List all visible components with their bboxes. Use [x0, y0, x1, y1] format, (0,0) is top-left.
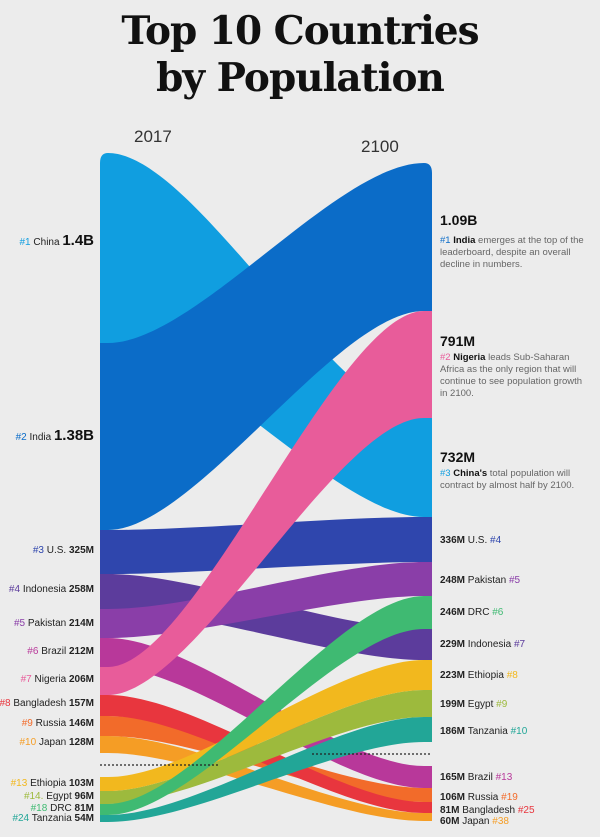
- annotation-country-3: China's: [453, 468, 488, 479]
- right-label-us: 336M U.S. #4: [440, 535, 502, 546]
- right-label-pakistan: 248M Pakistan #5: [440, 575, 520, 586]
- annotation-value-2: 791M: [440, 333, 476, 349]
- right-label-bangladesh: 81M Bangladesh #25: [440, 805, 535, 816]
- left-label-drc: #18 DRC 81M: [31, 803, 94, 814]
- left-label-pakistan: #5 Pakistan 214M: [14, 618, 94, 629]
- corner-mask: [424, 163, 432, 173]
- flow-ethiopia: [100, 660, 432, 791]
- flow-drc: [100, 596, 432, 815]
- annotation-rank-1: #1: [440, 235, 451, 246]
- annotation-body-1: emerges at the top of the leaderboard, d…: [440, 235, 584, 270]
- title-line-1: Top 10 Countries: [121, 8, 479, 54]
- annotation-body-2: leads Sub-Saharan Africa as the only reg…: [440, 352, 583, 399]
- flow-india: [100, 163, 432, 530]
- right-label-indonesia: 229M Indonesia #7: [440, 639, 526, 650]
- annotation-value-1: 1.09B: [440, 212, 478, 228]
- left-label-russia: #9 Russia 146M: [22, 718, 94, 729]
- right-label-tanzania: 186M Tanzania #10: [440, 726, 528, 737]
- left-label-ethiopia: #13 Ethiopia 103M: [11, 778, 94, 789]
- year-label-left: 2017: [134, 127, 172, 146]
- annotation-rank-2: #2: [440, 352, 451, 363]
- left-label-tanzania: #24 Tanzania 54M: [12, 813, 94, 824]
- chart-title: Top 10 Countries by Population: [0, 8, 600, 102]
- flow-nigeria: [100, 311, 432, 695]
- left-label-brazil: #6 Brazil 212M: [27, 646, 94, 657]
- annotation-text-1: #1 India emerges at the top of the leade…: [440, 235, 590, 271]
- annotation-text-2: #2 Nigeria leads Sub-Saharan Africa as t…: [440, 352, 590, 400]
- right-label-ethiopia: 223M Ethiopia #8: [440, 670, 518, 681]
- flow-tanzania: [100, 717, 432, 822]
- annotation-value-3: 732M: [440, 449, 476, 465]
- right-label-egypt: 199M Egypt #9: [440, 699, 508, 710]
- annotation-rank-3: #3: [440, 468, 451, 479]
- left-label-us: #3 U.S. 325M: [33, 545, 94, 556]
- year-label-right: 2100: [361, 137, 399, 156]
- annotation-body-3: total population will contract by almost…: [440, 468, 575, 491]
- annotation-text-3: #3 China's total population will contrac…: [440, 468, 590, 492]
- annotation-country-1: India: [453, 235, 476, 246]
- left-label-egypt: #14. Egypt 96M: [24, 791, 94, 802]
- right-label-japan: 60M Japan #38: [440, 816, 509, 827]
- left-label-japan: #10 Japan 128M: [19, 737, 94, 748]
- left-label-nigeria: #7 Nigeria 206M: [21, 674, 94, 685]
- annotation-country-2: Nigeria: [453, 352, 486, 363]
- right-label-drc: 246M DRC #6: [440, 607, 504, 618]
- right-label-brazil: 165M Brazil #13: [440, 772, 513, 783]
- left-label-indonesia: #4 Indonesia 258M: [9, 584, 94, 595]
- left-label-bangladesh: #8 Bangladesh 157M: [0, 698, 94, 709]
- title-line-2: by Population: [156, 55, 445, 101]
- left-label-china: #1 China 1.4B: [20, 232, 95, 249]
- right-label-russia: 106M Russia #19: [440, 792, 518, 803]
- corner-mask: [100, 153, 108, 163]
- left-label-india: #2 India 1.38B: [16, 427, 95, 444]
